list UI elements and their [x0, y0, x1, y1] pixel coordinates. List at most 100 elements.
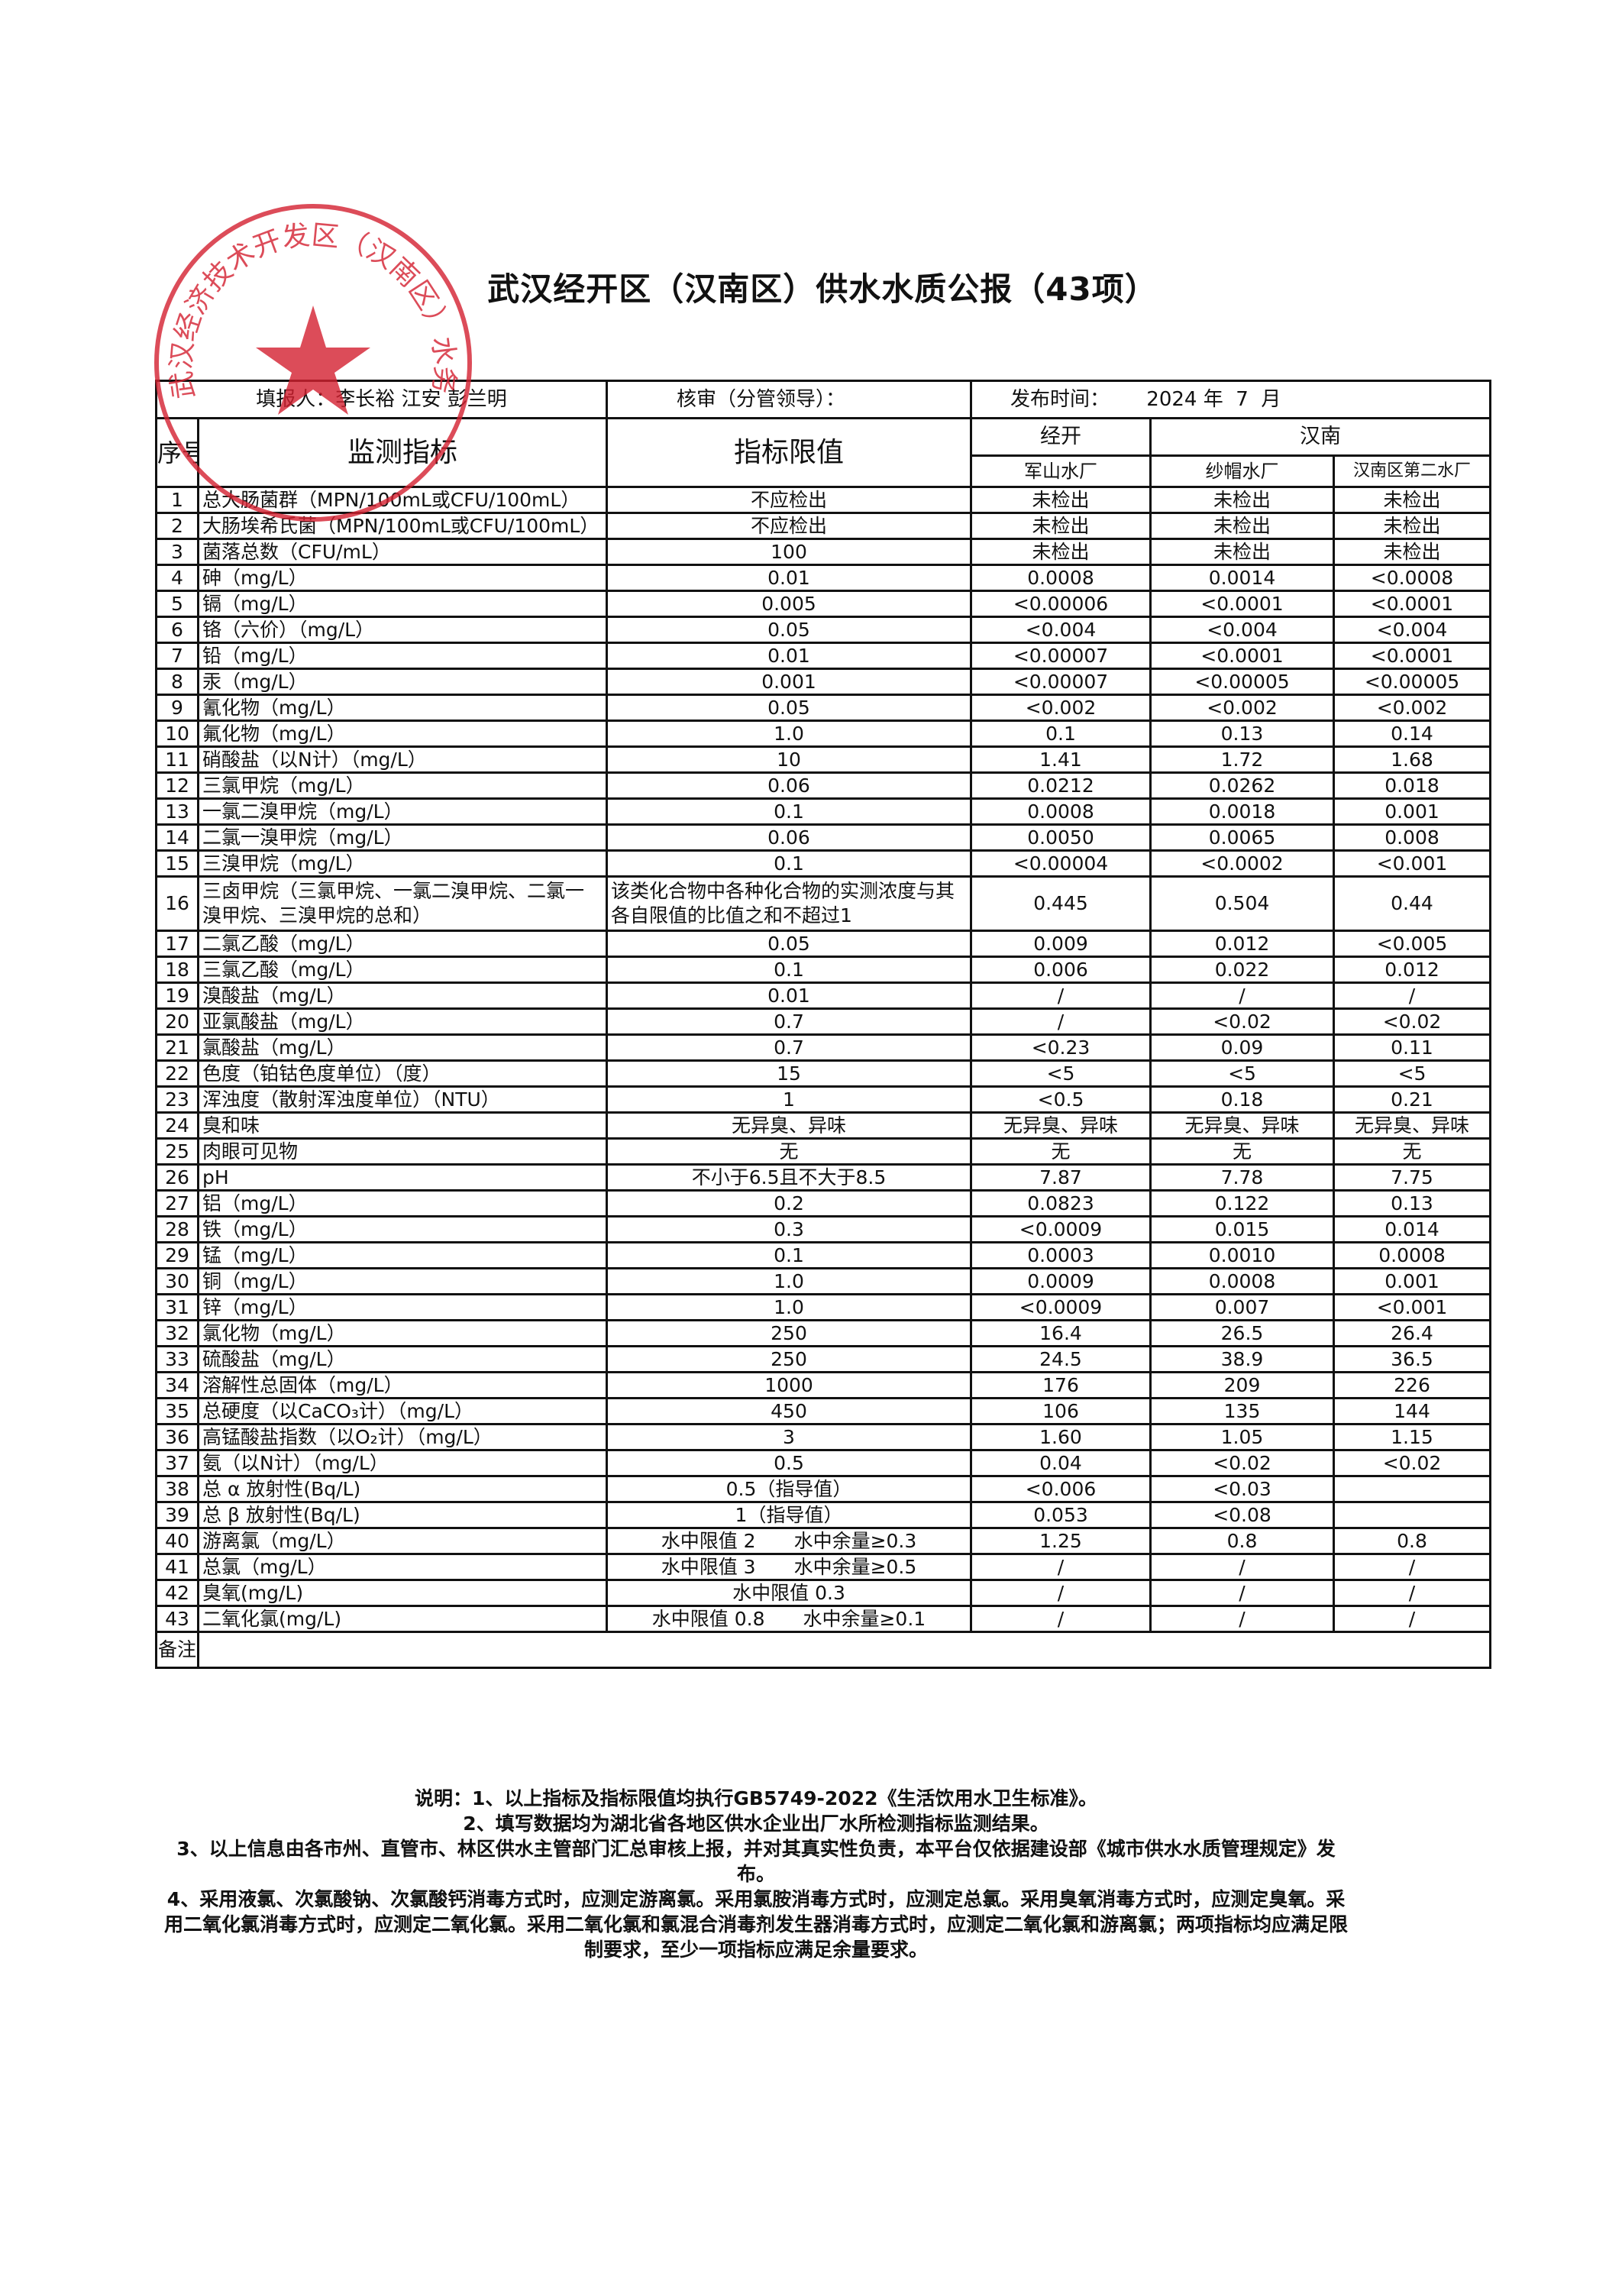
row-seq: 37	[155, 1449, 199, 1477]
row-limit: 0.01	[606, 642, 972, 670]
row-seq: 29	[155, 1241, 199, 1269]
row-limit: 不应检出	[606, 512, 972, 540]
table-row: 7 铅（mg/L） 0.01 <0.00007 <0.0001 <0.0001	[155, 642, 1491, 670]
row-plant-2: 0.18	[1149, 1085, 1335, 1114]
row-plant-2: <0.00005	[1149, 668, 1335, 696]
row-plant-3: 0.0008	[1333, 1241, 1491, 1269]
row-plant-1: 0.053	[970, 1501, 1152, 1529]
row-indicator: 三氯甲烷（mg/L）	[197, 771, 608, 800]
table-row: 24 臭和味 无异臭、异味 无异臭、异味 无异臭、异味 无异臭、异味	[155, 1111, 1491, 1140]
row-seq: 30	[155, 1267, 199, 1295]
row-plant-1: 未检出	[970, 486, 1152, 514]
row-plant-1: <0.5	[970, 1085, 1152, 1114]
header-row-plants: 军山水厂 纱帽水厂 汉南区第二水厂	[157, 454, 1491, 488]
row-limit: 3	[606, 1423, 972, 1451]
row-indicator: 氟化物（mg/L）	[197, 720, 608, 748]
row-plant-2: <0.0001	[1149, 642, 1335, 670]
row-indicator: 高锰酸盐指数（以O₂计）（mg/L）	[197, 1423, 608, 1451]
row-limit: 无异臭、异味	[606, 1111, 972, 1140]
row-plant-2: 未检出	[1149, 512, 1335, 540]
row-limit: 0.2	[606, 1189, 972, 1218]
row-indicator: 铬（六价）（mg/L）	[197, 616, 608, 644]
row-plant-1: <0.0009	[970, 1215, 1152, 1243]
table-row: 11 硝酸盐（以N计）（mg/L） 10 1.41 1.72 1.68	[155, 745, 1491, 774]
row-limit: 水中限值 0.8 水中余量≥0.1	[606, 1605, 972, 1633]
row-seq: 25	[155, 1137, 199, 1166]
table-row: 31 锌（mg/L） 1.0 <0.0009 0.007 <0.001	[155, 1293, 1491, 1321]
row-seq: 1	[155, 486, 199, 514]
row-indicator: 氯酸盐（mg/L）	[197, 1033, 608, 1062]
row-plant-2: 0.0008	[1149, 1267, 1335, 1295]
row-indicator: 游离氯（mg/L）	[197, 1527, 608, 1555]
row-indicator: 二氯乙酸（mg/L）	[197, 930, 608, 958]
header-group-b: 汉南	[1149, 417, 1491, 457]
row-seq: 39	[155, 1501, 199, 1529]
row-seq: 33	[155, 1345, 199, 1373]
row-plant-1: 106	[970, 1397, 1152, 1425]
row-limit: 1（指导值）	[606, 1501, 972, 1529]
row-limit: 无	[606, 1137, 972, 1166]
row-seq: 26	[155, 1163, 199, 1192]
table-row: 27 铝（mg/L） 0.2 0.0823 0.122 0.13	[155, 1189, 1491, 1218]
row-plant-1: 0.009	[970, 930, 1152, 958]
row-limit: 0.5	[606, 1449, 972, 1477]
table-row: 14 二氯一溴甲烷（mg/L） 0.06 0.0050 0.0065 0.008	[155, 823, 1491, 852]
table-row: 10 氟化物（mg/L） 1.0 0.1 0.13 0.14	[155, 720, 1491, 748]
row-seq: 27	[155, 1189, 199, 1218]
row-plant-1: <0.23	[970, 1033, 1152, 1062]
row-plant-2: 0.015	[1149, 1215, 1335, 1243]
row-limit: 1.0	[606, 720, 972, 748]
table-row: 5 镉（mg/L） 0.005 <0.00006 <0.0001 <0.0001	[155, 590, 1491, 618]
row-seq: 6	[155, 616, 199, 644]
row-plant-3: <0.004	[1333, 616, 1491, 644]
row-seq: 10	[155, 720, 199, 748]
table-row: 38 总 α 放射性(Bq/L) 0.5（指导值） <0.006 <0.03	[155, 1475, 1491, 1503]
row-plant-2: 209	[1149, 1371, 1335, 1399]
row-indicator: 二氯一溴甲烷（mg/L）	[197, 823, 608, 852]
row-limit: 100	[606, 538, 972, 566]
row-plant-2: 0.0065	[1149, 823, 1335, 852]
row-seq: 36	[155, 1423, 199, 1451]
row-limit: 0.1	[606, 956, 972, 984]
row-plant-1: /	[970, 1579, 1152, 1607]
row-limit: 10	[606, 745, 972, 774]
table-row: 15 三溴甲烷（mg/L） 0.1 <0.00004 <0.0002 <0.001	[155, 849, 1491, 878]
row-plant-1: <0.002	[970, 694, 1152, 722]
row-plant-2: <0.03	[1149, 1475, 1335, 1503]
row-indicator: 亚氯酸盐（mg/L）	[197, 1007, 608, 1036]
row-plant-1: 未检出	[970, 538, 1152, 566]
row-plant-3: 无异臭、异味	[1333, 1111, 1491, 1140]
table-row: 39 总 β 放射性(Bq/L) 1（指导值） 0.053 <0.08	[155, 1501, 1491, 1529]
row-plant-3: 未检出	[1333, 486, 1491, 514]
table-row: 17 二氯乙酸（mg/L） 0.05 0.009 0.012 <0.005	[155, 930, 1491, 958]
row-indicator: 溴酸盐（mg/L）	[197, 981, 608, 1010]
note-3: 3、以上信息由各市州、直管市、林区供水主管部门汇总审核上报，并对其真实性负责，本…	[176, 1838, 1336, 1885]
row-plant-1: 0.04	[970, 1449, 1152, 1477]
row-plant-3: <5	[1333, 1059, 1491, 1088]
table-row: 32 氯化物（mg/L） 250 16.4 26.5 26.4	[155, 1319, 1491, 1347]
row-plant-1: 16.4	[970, 1319, 1152, 1347]
row-plant-2: /	[1149, 981, 1335, 1010]
header-plant-2: 纱帽水厂	[1149, 454, 1335, 488]
row-indicator: 氯化物（mg/L）	[197, 1319, 608, 1347]
row-plant-2: 无异臭、异味	[1149, 1111, 1335, 1140]
table-row: 34 溶解性总固体（mg/L） 1000 176 209 226	[155, 1371, 1491, 1399]
row-limit: 0.05	[606, 930, 972, 958]
row-plant-1: 无异臭、异味	[970, 1111, 1152, 1140]
row-plant-1: <5	[970, 1059, 1152, 1088]
row-limit: 不应检出	[606, 486, 972, 514]
note-1: 说明：1、以上指标及指标限值均执行GB5749-2022《生活饮用水卫生标准》。	[414, 1787, 1097, 1809]
row-plant-2: 0.022	[1149, 956, 1335, 984]
row-seq: 20	[155, 1007, 199, 1036]
row-limit: 0.06	[606, 771, 972, 800]
row-plant-3: <0.0001	[1333, 642, 1491, 670]
row-indicator: 大肠埃希氏菌（MPN/100mL或CFU/100mL）	[197, 512, 608, 540]
row-plant-2: 0.09	[1149, 1033, 1335, 1062]
row-seq: 5	[155, 590, 199, 618]
row-limit: 水中限值 3 水中余量≥0.5	[606, 1553, 972, 1581]
row-plant-1: <0.00006	[970, 590, 1152, 618]
row-plant-2: 0.0014	[1149, 564, 1335, 592]
row-seq: 17	[155, 930, 199, 958]
row-indicator: 砷（mg/L）	[197, 564, 608, 592]
row-seq: 14	[155, 823, 199, 852]
